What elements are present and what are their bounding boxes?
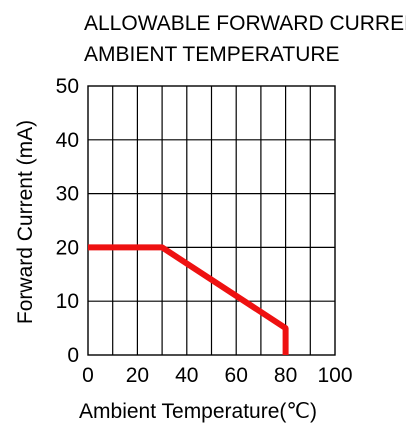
axis-ticks: 0 20 40 60 80 100 0 10 20 30 40 50: [56, 75, 353, 387]
y-tick-label-40: 40: [56, 129, 79, 152]
y-axis-label: Forward Current (mA): [14, 120, 37, 324]
series-group: [88, 244, 289, 355]
x-tick-label-0: 0: [82, 364, 94, 387]
plot-frame: [87, 85, 336, 356]
y-tick-label-0: 0: [67, 344, 79, 367]
x-axis-label: Ambient Temperature(℃): [79, 400, 317, 423]
chart-title-line-2: AMBIENT TEMPERATURE: [84, 43, 340, 66]
y-tick-label-20: 20: [56, 236, 79, 259]
y-tick-label-30: 30: [56, 183, 79, 206]
series-line-0: [88, 244, 289, 355]
x-tick-label-40: 40: [175, 364, 198, 387]
x-tick-label-100: 100: [317, 364, 352, 387]
grid: [87, 85, 336, 356]
x-tick-label-80: 80: [274, 364, 297, 387]
x-tick-label-60: 60: [225, 364, 248, 387]
y-tick-label-50: 50: [56, 75, 79, 98]
y-tick-label-10: 10: [56, 290, 79, 313]
x-tick-label-20: 20: [126, 364, 149, 387]
chart-title-line-1: ALLOWABLE FORWARD CURRENT: [84, 12, 406, 35]
